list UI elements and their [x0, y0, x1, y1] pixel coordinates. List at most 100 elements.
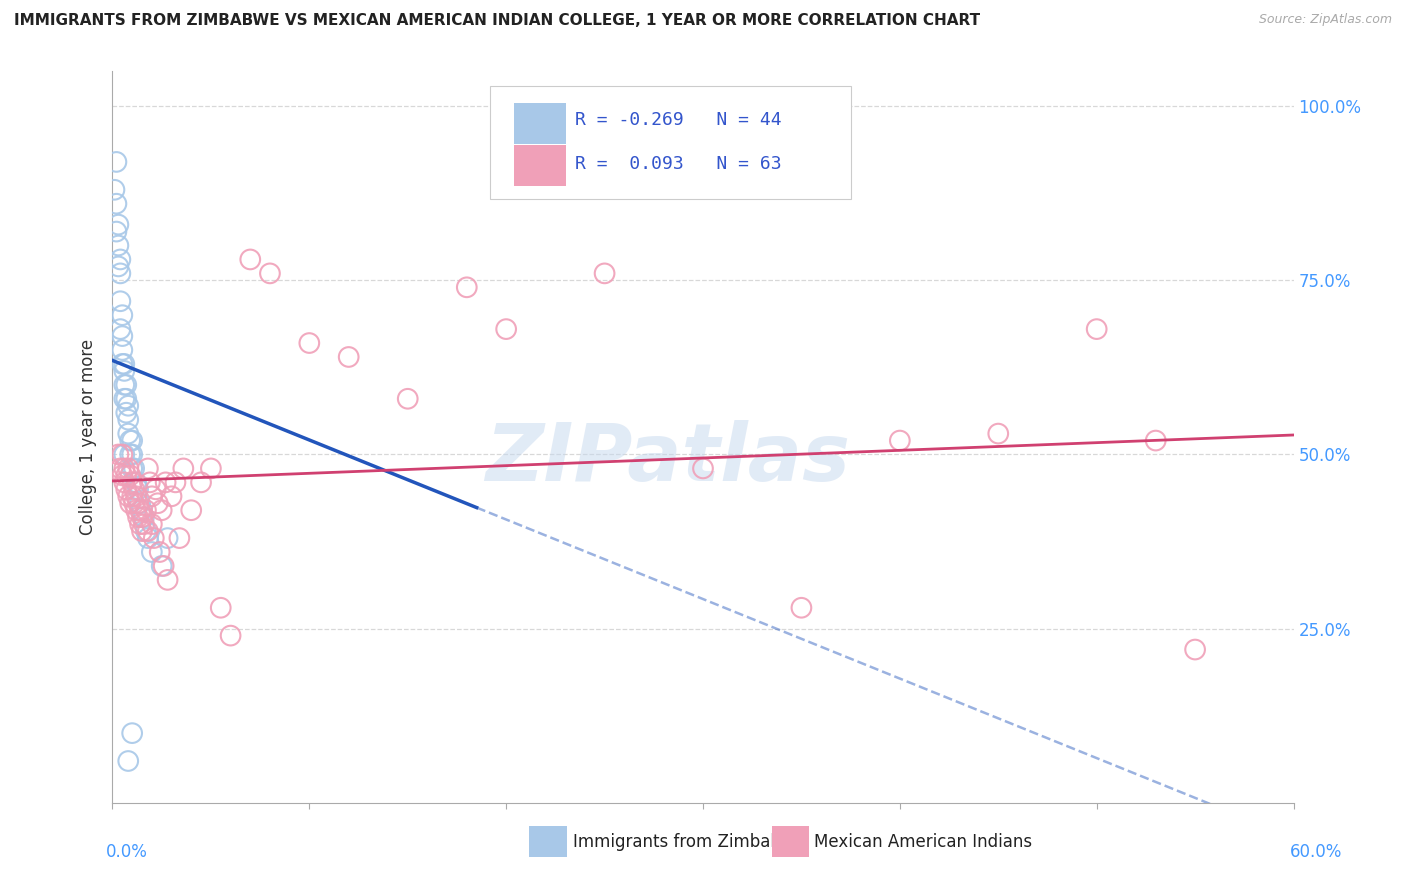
Point	[790, 600, 813, 615]
Point	[136, 524, 159, 538]
Point	[135, 524, 157, 538]
Point	[105, 225, 128, 239]
Text: IMMIGRANTS FROM ZIMBABWE VS MEXICAN AMERICAN INDIAN COLLEGE, 1 YEAR OR MORE CORR: IMMIGRANTS FROM ZIMBABWE VS MEXICAN AMER…	[14, 13, 980, 29]
Point	[495, 322, 517, 336]
Point	[125, 489, 148, 503]
Point	[131, 503, 153, 517]
Point	[107, 448, 129, 462]
Point	[105, 196, 128, 211]
Point	[121, 489, 143, 503]
Point	[115, 392, 138, 406]
Point	[121, 726, 143, 740]
Point	[141, 545, 163, 559]
Point	[146, 496, 169, 510]
Point	[115, 377, 138, 392]
Point	[112, 461, 135, 475]
Text: Source: ZipAtlas.com: Source: ZipAtlas.com	[1258, 13, 1392, 27]
Point	[115, 483, 138, 497]
Point	[337, 350, 360, 364]
Point	[120, 496, 142, 510]
FancyBboxPatch shape	[530, 826, 567, 857]
Point	[149, 545, 172, 559]
Point	[120, 468, 142, 483]
Point	[115, 406, 138, 420]
Point	[117, 412, 139, 426]
Point	[692, 461, 714, 475]
Text: Mexican American Indians: Mexican American Indians	[814, 832, 1032, 851]
Point	[112, 377, 135, 392]
Point	[129, 496, 152, 510]
Point	[111, 448, 134, 462]
Point	[136, 461, 159, 475]
Point	[112, 364, 135, 378]
Point	[139, 475, 162, 490]
Point	[103, 183, 125, 197]
Point	[141, 489, 163, 503]
Point	[180, 503, 202, 517]
Point	[145, 483, 167, 497]
Point	[117, 399, 139, 413]
Point	[112, 448, 135, 462]
Point	[141, 517, 163, 532]
Point	[169, 531, 191, 545]
Point	[593, 266, 616, 280]
FancyBboxPatch shape	[515, 145, 567, 186]
Point	[121, 434, 143, 448]
Point	[456, 280, 478, 294]
Point	[122, 483, 145, 497]
Point	[150, 503, 173, 517]
Point	[110, 294, 132, 309]
Point	[160, 489, 183, 503]
Point	[115, 468, 138, 483]
Point	[111, 357, 134, 371]
Point	[117, 426, 139, 441]
Point	[111, 343, 134, 357]
Point	[120, 434, 142, 448]
Point	[122, 461, 145, 475]
Point	[987, 426, 1010, 441]
Point	[112, 357, 135, 371]
Point	[156, 573, 179, 587]
Text: R = -0.269   N = 44: R = -0.269 N = 44	[575, 112, 782, 129]
Point	[120, 448, 142, 462]
Text: R =  0.093   N = 63: R = 0.093 N = 63	[575, 155, 782, 173]
Point	[209, 600, 232, 615]
Point	[117, 461, 139, 475]
Point	[107, 238, 129, 252]
Point	[155, 475, 177, 490]
Point	[129, 503, 152, 517]
Point	[142, 531, 165, 545]
Point	[125, 475, 148, 490]
Point	[165, 475, 187, 490]
Point	[117, 754, 139, 768]
Point	[172, 461, 194, 475]
Point	[1184, 642, 1206, 657]
Point	[127, 496, 149, 510]
Text: ZIPatlas: ZIPatlas	[485, 420, 851, 498]
Text: 0.0%: 0.0%	[105, 843, 148, 861]
Y-axis label: College, 1 year or more: College, 1 year or more	[79, 339, 97, 535]
Point	[135, 503, 157, 517]
Point	[132, 510, 155, 524]
Point	[136, 531, 159, 545]
Point	[1144, 434, 1167, 448]
Text: Immigrants from Zimbabwe: Immigrants from Zimbabwe	[574, 832, 804, 851]
Point	[127, 483, 149, 497]
Text: 60.0%: 60.0%	[1291, 843, 1343, 861]
Point	[889, 434, 911, 448]
Point	[396, 392, 419, 406]
Point	[156, 531, 179, 545]
Point	[200, 461, 222, 475]
Point	[121, 448, 143, 462]
Point	[111, 329, 134, 343]
Point	[121, 475, 143, 490]
Point	[110, 461, 132, 475]
Point	[121, 461, 143, 475]
Point	[127, 510, 149, 524]
FancyBboxPatch shape	[515, 103, 567, 144]
Point	[105, 155, 128, 169]
Point	[239, 252, 262, 267]
Point	[129, 517, 152, 532]
Point	[150, 558, 173, 573]
Point	[1085, 322, 1108, 336]
